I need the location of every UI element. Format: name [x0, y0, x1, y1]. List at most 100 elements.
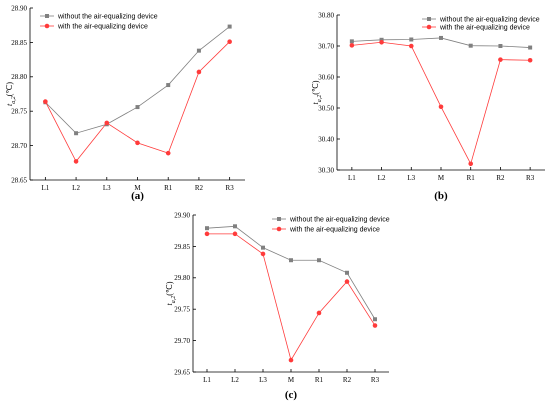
legend-label: without the air-equalizing device [439, 17, 540, 24]
x-tick-label: L1 [41, 184, 49, 192]
data-point-circle [316, 310, 322, 316]
y-tick-label: 29.90 [174, 211, 190, 219]
y-tick-label: 29.80 [174, 274, 190, 282]
series-line [207, 233, 376, 362]
x-tick-label: L3 [407, 174, 415, 182]
legend-marker-circle [44, 23, 50, 29]
data-point-square [261, 245, 265, 250]
y-tick-label: 30.40 [318, 135, 334, 143]
chart-panel-b: 30.30 30.40 30.50 30.60 30.70 30.80 L1 L2 L3 M R1 R… [311, 11, 545, 202]
data-point-square [468, 43, 473, 48]
data-point-circle [527, 57, 533, 63]
data-point-square [345, 270, 349, 275]
legend-label: with the air-equalizing device [57, 24, 148, 31]
y-tick-label: 28.65 [11, 176, 27, 184]
data-point-square [135, 105, 140, 110]
legend-marker-square [427, 17, 431, 21]
data-point-circle [227, 39, 232, 45]
data-point-circle [288, 357, 294, 363]
legend: without the air-equalizing device with th… [272, 217, 390, 234]
panel-label-b: (b) [434, 190, 448, 202]
x-tick-label: R3 [526, 174, 535, 182]
x-tick-label: M [134, 184, 141, 192]
x-tick-label: L2 [231, 376, 239, 384]
x-tick-label: R3 [371, 376, 380, 384]
x-tick-label: L1 [348, 174, 356, 182]
legend-marker-square [277, 217, 281, 221]
series-line [351, 41, 531, 165]
data-point-square [233, 224, 237, 229]
legend-label: without the air-equalizing device [57, 14, 158, 21]
y-tick-label: 30.80 [318, 11, 334, 19]
data-point-square [205, 226, 209, 231]
legend-label: without the air-equalizing device [289, 217, 390, 224]
series-without-device [205, 224, 377, 322]
data-point-circle [260, 251, 266, 257]
x-tick-label: M [288, 376, 295, 384]
series-with-device [349, 39, 533, 167]
x-tick-label: L3 [103, 184, 111, 192]
series-line [45, 26, 230, 134]
x-tick-label: L2 [72, 184, 80, 192]
y-tick-label: 28.80 [11, 73, 27, 81]
x-tick-label: R1 [467, 174, 476, 182]
data-point-circle [165, 150, 171, 156]
series-with-device [43, 39, 232, 164]
data-point-circle [372, 323, 378, 328]
data-point-circle [43, 99, 48, 104]
series-without-device [43, 24, 232, 136]
y-tick-label: 29.75 [174, 306, 190, 314]
legend-label: with the air-equalizing device [289, 227, 380, 234]
x-tick-label: M [438, 174, 445, 182]
data-point-square [409, 37, 414, 42]
y-tick-label: 28.75 [11, 108, 27, 116]
x-tick-label: L3 [259, 376, 267, 384]
y-tick-label: 28.70 [11, 142, 27, 150]
y-axis-label: ta,2(℃) [165, 281, 177, 305]
x-tick-label: L1 [203, 376, 211, 384]
y-tick-label: 28.90 [11, 4, 27, 12]
data-point-circle [104, 120, 110, 126]
y-tick-label: 30.70 [318, 42, 334, 50]
chart-panel-a: 28.65 28.70 28.75 28.80 28.85 28.90 L1 L2 L3 M R1 R… [5, 4, 245, 202]
x-tick-label: L2 [378, 174, 386, 182]
chart-panel-c: 29.65 29.70 29.75 29.80 29.85 29.90 L1 L2 L3 M R1 R… [165, 211, 390, 401]
data-point-square [74, 131, 79, 136]
data-point-circle [135, 140, 140, 146]
data-point-circle [438, 104, 444, 110]
legend: without the air-equalizing device with th… [40, 14, 158, 31]
data-point-circle [344, 279, 350, 284]
y-axis-label: ta,2(℃) [5, 82, 17, 106]
data-point-circle [349, 43, 355, 48]
data-point-circle [73, 159, 79, 164]
data-point-square [289, 258, 293, 263]
x-tick-label: R2 [195, 184, 204, 192]
x-tick-label: R1 [315, 376, 324, 384]
data-point-square [528, 45, 533, 50]
data-point-square [317, 258, 321, 263]
y-tick-label: 28.85 [11, 39, 27, 47]
panel-label-a: (a) [131, 190, 144, 202]
data-point-square [349, 39, 354, 44]
y-tick-label: 30.60 [318, 73, 334, 81]
data-point-circle [196, 69, 202, 75]
y-tick-label: 30.50 [318, 104, 334, 112]
data-point-square [498, 44, 503, 48]
legend-marker-circle [426, 24, 432, 30]
series-line [206, 225, 376, 320]
data-point-circle [468, 161, 474, 167]
panel-label-c: (c) [285, 389, 298, 401]
data-point-circle [232, 231, 238, 237]
x-tick-label: R1 [164, 184, 173, 192]
y-axis-label: ta,2(℃) [311, 80, 323, 104]
data-point-square [379, 37, 384, 42]
x-tick-label: R3 [226, 184, 235, 192]
y-tick-label: 29.70 [174, 337, 190, 345]
data-point-square [166, 83, 171, 88]
data-point-square [227, 24, 232, 29]
data-point-circle [408, 43, 414, 49]
x-tick-label: R2 [343, 376, 352, 384]
x-tick-label: R2 [496, 174, 505, 182]
